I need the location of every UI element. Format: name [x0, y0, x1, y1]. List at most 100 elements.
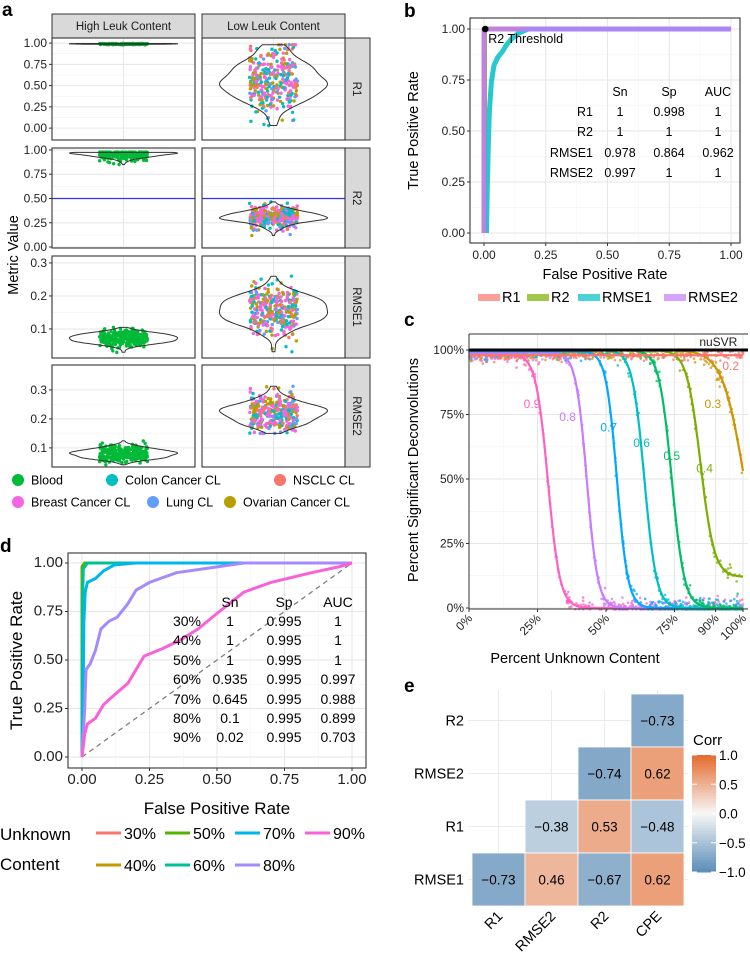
- colorbar-segment: [692, 828, 716, 832]
- data-point: [655, 379, 659, 383]
- data-point: [292, 224, 296, 228]
- data-point: [124, 344, 129, 348]
- colorbar-segment: [692, 851, 716, 855]
- data-point: [101, 153, 105, 157]
- legend-label: 30%: [124, 826, 156, 843]
- panel-label-c: c: [404, 310, 415, 331]
- data-point: [249, 294, 254, 299]
- data-point: [737, 351, 741, 355]
- data-point: [279, 91, 283, 95]
- data-point: [256, 216, 260, 221]
- data-point: [275, 308, 279, 312]
- colorbar-segment: [692, 854, 716, 858]
- data-point: [658, 600, 661, 603]
- data-point: [264, 76, 268, 80]
- curve-label: 0.6: [633, 436, 650, 450]
- data-point: [292, 324, 296, 328]
- data-point: [707, 601, 711, 605]
- table-cell: 0.978: [604, 146, 635, 160]
- data-point: [560, 360, 563, 364]
- data-point: [258, 419, 262, 423]
- data-point: [293, 82, 298, 87]
- panel-border: [51, 37, 196, 141]
- y-tick-label: 0.1: [30, 441, 47, 455]
- data-point: [255, 311, 260, 315]
- data-point: [718, 385, 721, 388]
- data-point: [137, 335, 142, 340]
- data-point: [282, 321, 286, 325]
- data-point: [286, 219, 290, 224]
- data-point: [621, 596, 624, 599]
- colorbar-segment: [692, 804, 716, 809]
- data-point: [270, 213, 275, 218]
- data-point: [109, 152, 114, 157]
- data-point: [267, 311, 271, 315]
- table-cell: 0.988: [320, 691, 355, 707]
- curve-label: 0.3: [705, 397, 722, 411]
- x-tick-label: 0.75: [658, 248, 682, 262]
- data-point: [266, 396, 270, 401]
- legend-title: Content: [0, 855, 60, 874]
- data-point: [288, 64, 292, 69]
- data-point: [115, 333, 119, 338]
- y-tick-label: 0.75: [34, 603, 63, 620]
- data-point: [648, 362, 652, 366]
- data-point: [251, 331, 256, 336]
- colorbar-segment: [692, 831, 716, 835]
- facet-strip: [344, 37, 371, 141]
- data-point: [289, 405, 294, 409]
- data-point: [735, 599, 739, 603]
- table-cell: 0.995: [266, 710, 301, 726]
- table-header: Sp: [275, 594, 292, 610]
- data-point: [261, 101, 265, 105]
- data-point: [248, 67, 252, 72]
- data-point: [258, 304, 263, 309]
- data-point: [141, 451, 145, 455]
- data-point: [267, 76, 272, 80]
- data-point: [280, 218, 285, 222]
- data-point: [678, 369, 682, 372]
- colorbar-segment: [692, 863, 716, 867]
- y-tick-label: R1: [445, 820, 464, 836]
- heatmap-cell-value: 0.62: [644, 873, 670, 888]
- y-tick-label: 0.75: [24, 167, 48, 181]
- data-point: [610, 356, 613, 360]
- data-point: [267, 84, 271, 89]
- table-header: AUC: [705, 85, 731, 99]
- table-cell: 0.995: [266, 729, 301, 745]
- data-point: [567, 590, 570, 594]
- data-point: [277, 219, 282, 224]
- data-point: [663, 593, 667, 597]
- data-point: [108, 446, 112, 451]
- legend-key: [12, 474, 24, 486]
- data-point: [264, 320, 268, 325]
- y-tick-label: 0.3: [30, 256, 47, 270]
- data-point: [114, 331, 118, 335]
- data-point: [124, 446, 128, 450]
- data-point: [144, 333, 149, 337]
- roc-curve-RMSE1: [484, 26, 731, 234]
- data-point: [263, 315, 267, 320]
- colorbar-title: Corr: [693, 732, 722, 749]
- data-point: [271, 220, 276, 224]
- table-cell: 1: [715, 166, 722, 180]
- table-row-label: 30%: [173, 613, 201, 629]
- data-point: [266, 283, 271, 287]
- y-tick-label: 0.2: [30, 289, 47, 303]
- data-point: [485, 360, 488, 364]
- data-point: [262, 332, 266, 336]
- data-point: [289, 210, 293, 214]
- data-point: [610, 597, 614, 601]
- data-point: [289, 217, 294, 222]
- data-point: [626, 601, 630, 605]
- colorbar-label: 0.5: [719, 777, 738, 792]
- data-point: [709, 366, 713, 370]
- data-point: [287, 335, 291, 340]
- data-point: [679, 603, 683, 606]
- data-point: [101, 449, 106, 453]
- data-point: [286, 91, 291, 95]
- colorbar-segment: [692, 793, 716, 797]
- data-point: [631, 603, 634, 607]
- data-point: [259, 293, 263, 297]
- data-point: [141, 331, 146, 335]
